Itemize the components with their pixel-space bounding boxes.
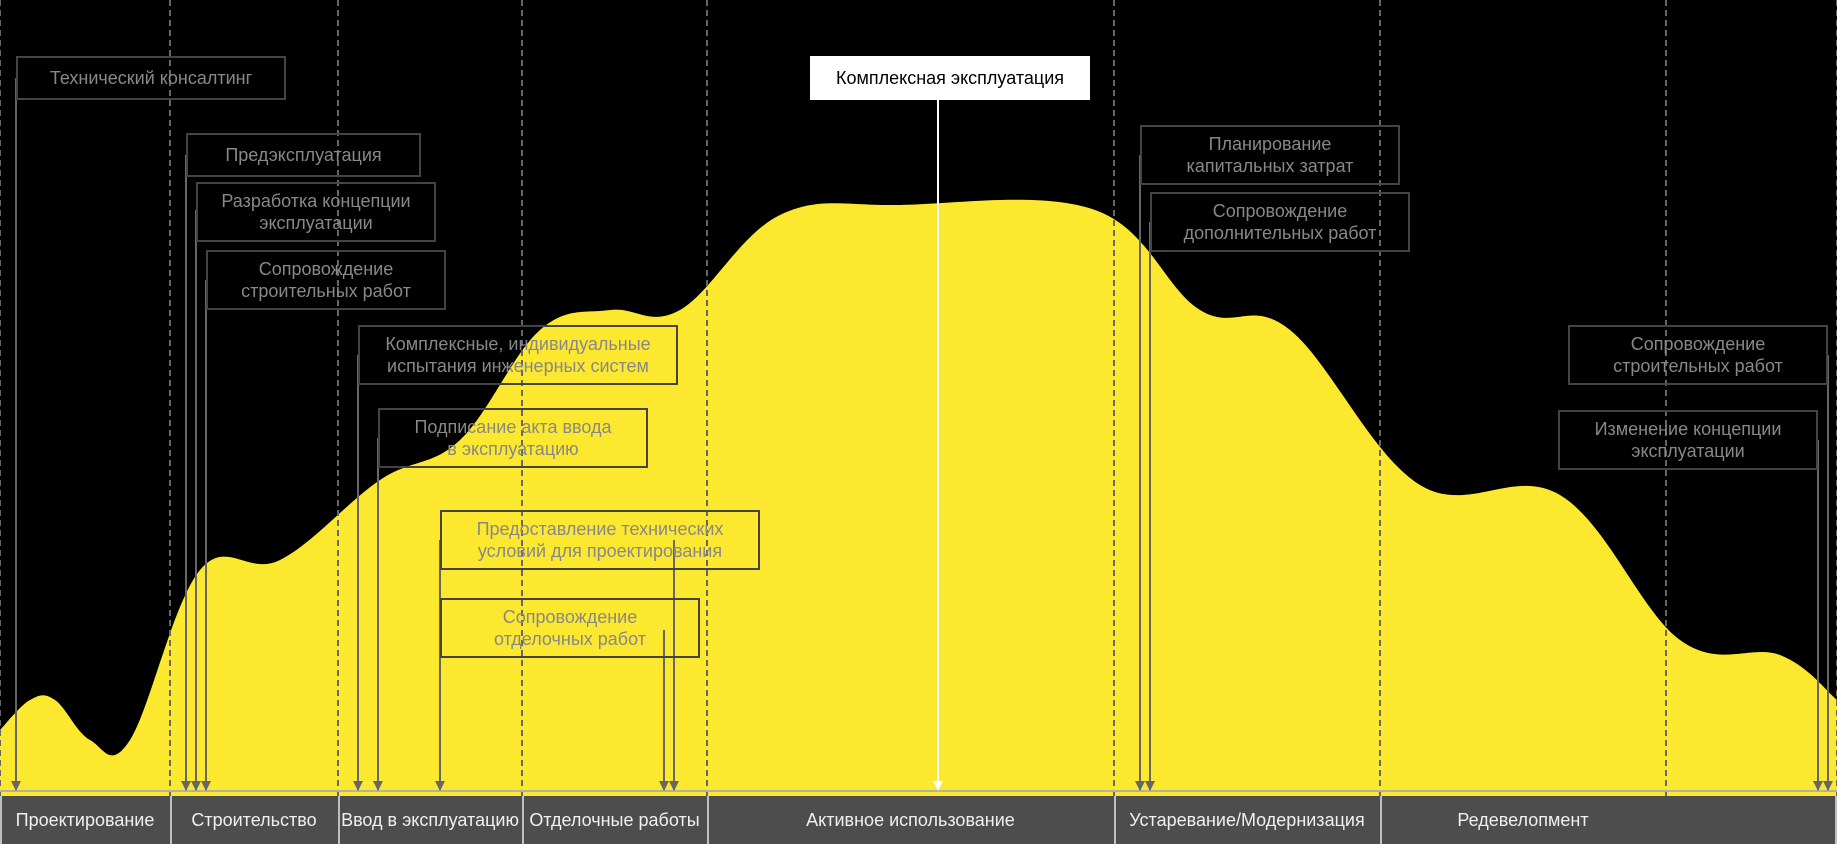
phase-axis: Проектирование Строительство Ввод в эксплу…: [0, 796, 1837, 844]
phase-label: Отделочные работы: [522, 796, 707, 844]
axis-separator: [707, 796, 709, 844]
axis-separator: [170, 796, 172, 844]
callout-label: Разработка концепцииэксплуатации: [221, 190, 410, 235]
callout-label: Изменение концепцииэксплуатации: [1595, 418, 1782, 463]
phase-label-text: Редевелопмент: [1457, 810, 1588, 831]
callout-label: Комплексные, индивидуальныеиспытания инж…: [385, 333, 650, 378]
phase-divider: [169, 0, 171, 796]
axis-separator: [1114, 796, 1116, 844]
callout-label: Сопровождениедополнительных работ: [1184, 200, 1377, 245]
callout-box: Комплексные, индивидуальныеиспытания инж…: [358, 325, 678, 385]
callout-box: Сопровождениеотделочных работ: [440, 598, 700, 658]
callout-box: Предоставление техническихусловий для пр…: [440, 510, 760, 570]
callout-box: Разработка концепцииэксплуатации: [196, 182, 436, 242]
axis-separator: [0, 796, 2, 844]
phase-label-text: Устаревание/Модернизация: [1129, 810, 1364, 831]
phase-divider: [1665, 0, 1667, 796]
phase-label-text: Строительство: [191, 810, 316, 831]
callout-label: Подписание акта вводав эксплуатацию: [414, 416, 611, 461]
callout-box: Сопровождениедополнительных работ: [1150, 192, 1410, 252]
phase-label: Ввод в эксплуатацию: [338, 796, 522, 844]
phase-label: Проектирование: [0, 796, 170, 844]
phase-divider: [0, 0, 1, 796]
axis-separator: [522, 796, 524, 844]
axis-separator: [1380, 796, 1382, 844]
callout-label: Сопровождениестроительных работ: [1613, 333, 1783, 378]
callout-box: Подписание акта вводав эксплуатацию: [378, 408, 648, 468]
phase-divider: [1379, 0, 1381, 796]
callout-box: Комплексная эксплуатация: [810, 56, 1090, 100]
callout-box: Изменение концепцииэксплуатации: [1558, 410, 1818, 470]
callout-box: Планированиекапитальных затрат: [1140, 125, 1400, 185]
baseline: [0, 790, 1837, 792]
callout-label: Технический консалтинг: [50, 67, 252, 90]
callout-label: Сопровождениеотделочных работ: [494, 606, 646, 651]
phase-label: Устаревание/Модернизация: [1114, 796, 1380, 844]
phase-label: Строительство: [170, 796, 338, 844]
phase-label: Активное использование: [707, 796, 1114, 844]
callout-label: Планированиекапитальных затрат: [1187, 133, 1354, 178]
phase-divider: [1113, 0, 1115, 796]
phase-label-text: Проектирование: [16, 810, 155, 831]
callout-box: Предэксплуатация: [186, 133, 421, 177]
callout-label: Предэксплуатация: [225, 144, 381, 167]
callout-box: Технический консалтинг: [16, 56, 286, 100]
callout-label: Предоставление техническихусловий для пр…: [477, 518, 724, 563]
callout-box: Сопровождениестроительных работ: [206, 250, 446, 310]
callout-box: Сопровождениестроительных работ: [1568, 325, 1828, 385]
phase-label-text: Активное использование: [806, 810, 1015, 831]
lifecycle-diagram: Технический консалтинг Предэксплуатация Ра…: [0, 0, 1837, 844]
phase-divider: [337, 0, 339, 796]
callout-label: Комплексная эксплуатация: [836, 67, 1064, 90]
phase-divider: [706, 0, 708, 796]
phase-divider: [521, 0, 523, 796]
phase-label: Редевелопмент: [1380, 796, 1666, 844]
phase-label-text: Отделочные работы: [529, 810, 699, 831]
axis-separator: [338, 796, 340, 844]
callout-label: Сопровождениестроительных работ: [241, 258, 411, 303]
phase-label-text: Ввод в эксплуатацию: [341, 810, 519, 831]
